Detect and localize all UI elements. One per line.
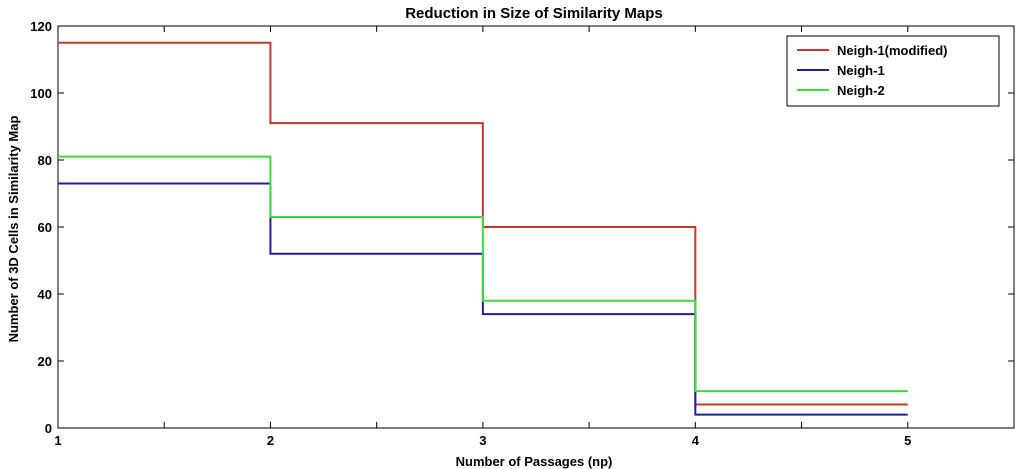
y-tick-label: 120	[30, 19, 52, 34]
x-tick-label: 5	[904, 433, 911, 448]
chart-title: Reduction in Size of Similarity Maps	[405, 5, 663, 22]
legend-label: Neigh-1(modified)	[837, 43, 948, 58]
x-axis-label: Number of Passages (np)	[456, 454, 613, 469]
legend: Neigh-1(modified) Neigh-1 Neigh-2	[786, 35, 1000, 107]
x-tick-label: 2	[267, 433, 274, 448]
x-tick-label: 4	[692, 433, 700, 448]
y-tick-label: 20	[38, 354, 52, 369]
axis-ticks: 1 2 3 4 5 0 20 40 60 80 100 120	[30, 19, 1015, 448]
legend-label: Neigh-1	[837, 63, 885, 78]
y-tick-label: 40	[38, 287, 52, 302]
series-layer	[58, 41, 908, 416]
series-line-3	[58, 155, 908, 393]
x-tick-label: 3	[479, 433, 486, 448]
y-tick-label: 60	[38, 220, 52, 235]
x-tick-label: 1	[54, 433, 61, 448]
y-axis-label: Number of 3D Cells in Similarity Map	[6, 116, 21, 343]
legend-label: Neigh-2	[837, 83, 885, 98]
y-tick-label: 80	[38, 153, 52, 168]
y-tick-label: 0	[45, 421, 52, 436]
y-tick-label: 100	[30, 86, 52, 101]
